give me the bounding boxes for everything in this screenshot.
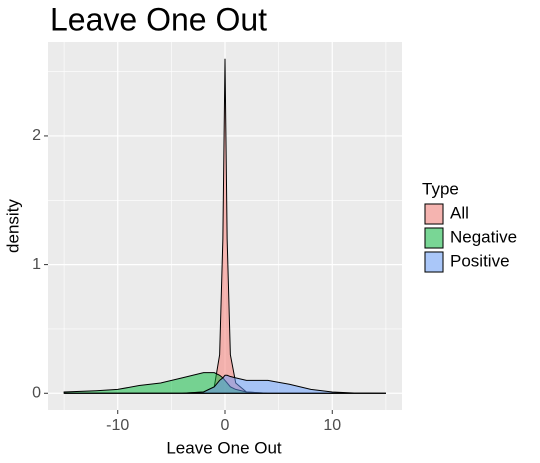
- legend-label: Negative: [450, 227, 517, 246]
- y-tick-label: 0: [32, 384, 41, 401]
- density-area: [64, 374, 386, 394]
- legend-swatch: [424, 227, 444, 249]
- legend-swatch: [424, 203, 444, 225]
- legend-swatch: [424, 251, 444, 273]
- y-tick-label: 2: [32, 127, 41, 144]
- y-axis-label: density: [3, 199, 22, 253]
- x-tick-label: 0: [221, 417, 230, 434]
- x-axis-label: Leave One Out: [166, 438, 282, 457]
- legend-title: Type: [422, 179, 459, 198]
- x-tick-label: -10: [106, 417, 129, 434]
- y-tick-label: 1: [32, 256, 41, 273]
- x-tick-label: 10: [323, 417, 341, 434]
- legend-label: Positive: [450, 251, 510, 270]
- chart-title: Leave One Out: [50, 1, 267, 37]
- legend-label: All: [450, 203, 469, 222]
